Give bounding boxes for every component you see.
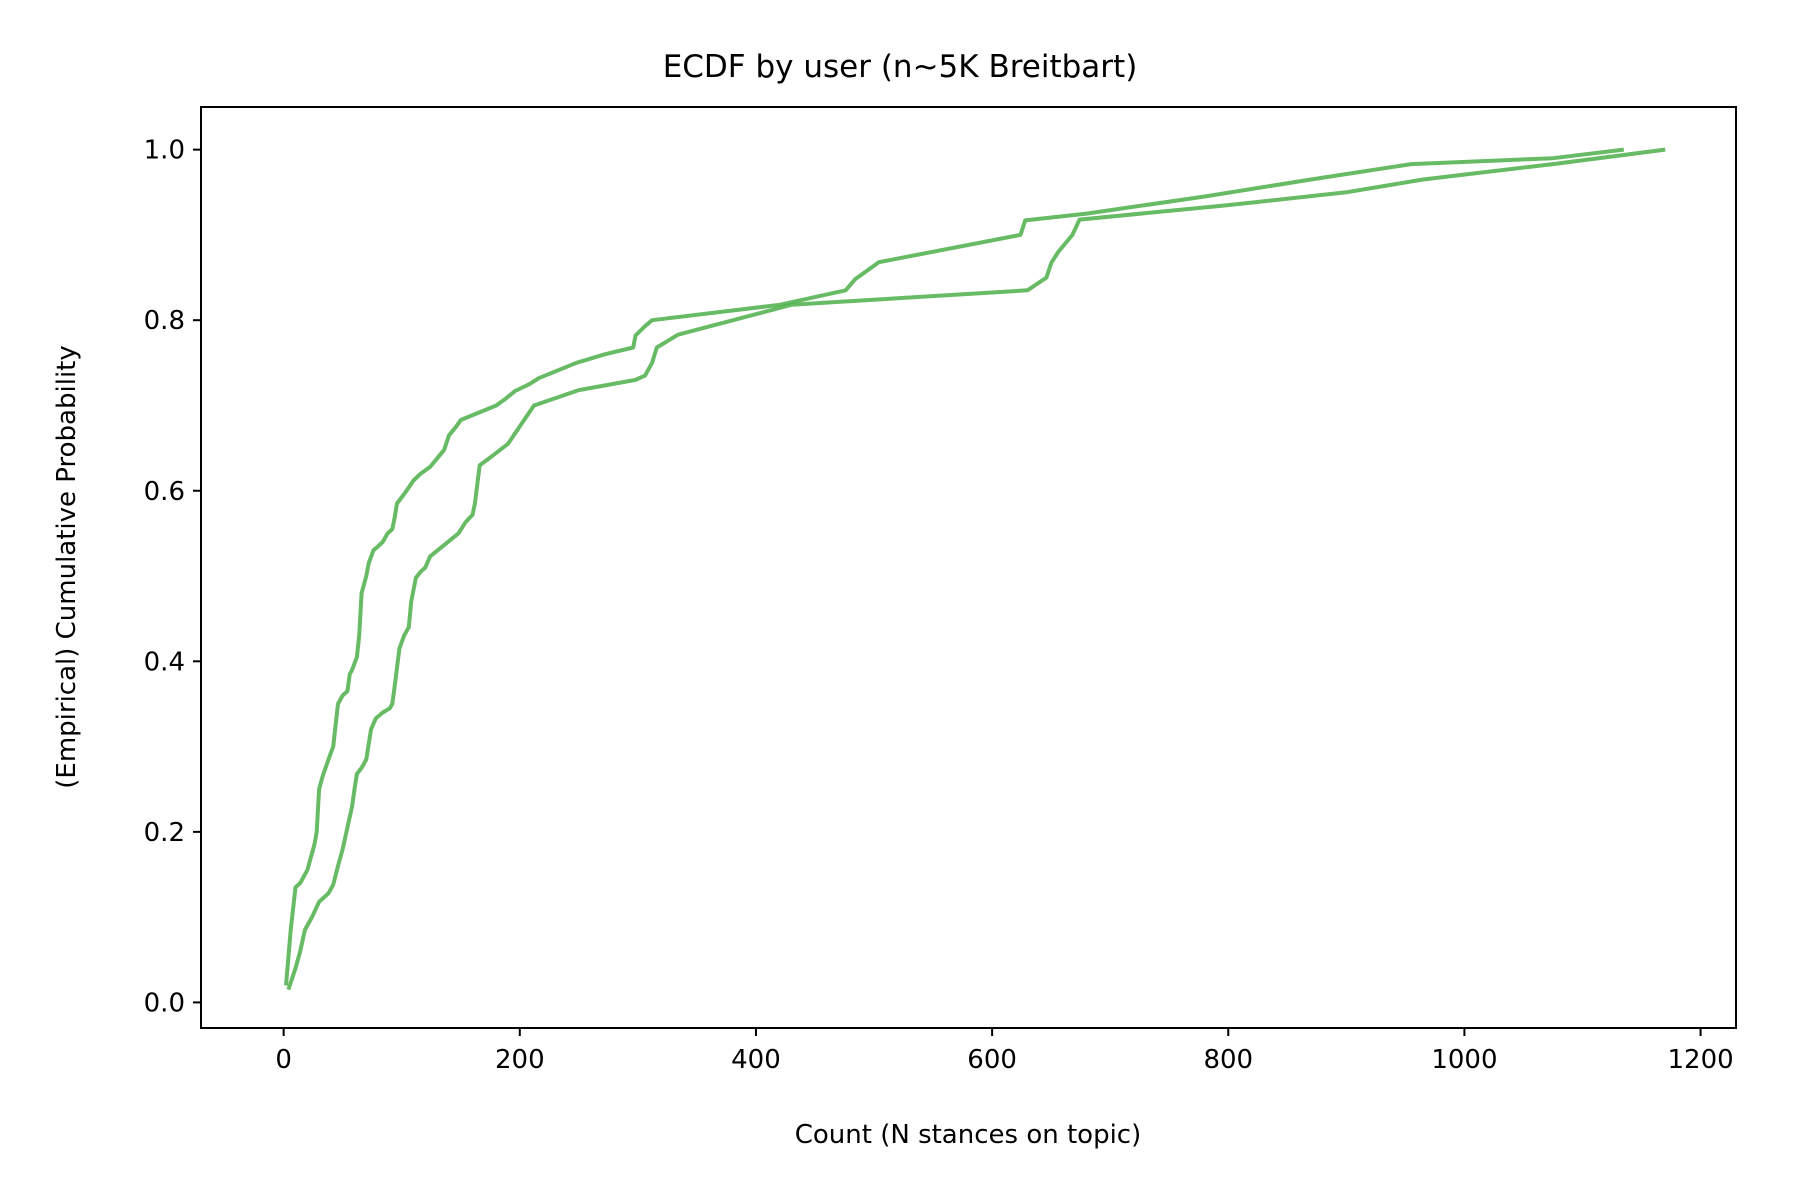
x-tick-label: 200 [495,1045,545,1075]
x-tick-label: 0 [275,1045,292,1075]
y-tick-label: 0.8 [144,306,185,336]
x-tick-label: 1000 [1431,1045,1497,1075]
chart-title: ECDF by user (n~5K Breitbart) [663,49,1138,85]
x-tick-label: 1200 [1667,1045,1733,1075]
x-tick-label: 400 [731,1045,781,1075]
x-tick-label: 800 [1203,1045,1253,1075]
ecdf-line-2 [286,147,1666,991]
y-tick-label: 1.0 [144,136,185,166]
y-tick-label: 0.2 [144,818,185,848]
y-axis-label: (Empirical) Cumulative Probability [52,345,82,789]
x-axis-label: Count (N stances on topic) [795,1120,1142,1150]
ecdf-line-1 [284,147,1625,986]
y-axis: 0.0 0.2 0.4 0.6 0.8 1.0 [144,136,201,1018]
y-tick-label: 0.6 [144,477,185,507]
series-lines [284,147,1666,991]
plot-area [200,106,1737,1029]
x-axis: 0 200 400 600 800 1000 1200 [275,1028,1734,1075]
y-tick-label: 0.4 [144,647,185,677]
x-tick-label: 600 [967,1045,1017,1075]
y-tick-label: 0.0 [144,988,185,1018]
